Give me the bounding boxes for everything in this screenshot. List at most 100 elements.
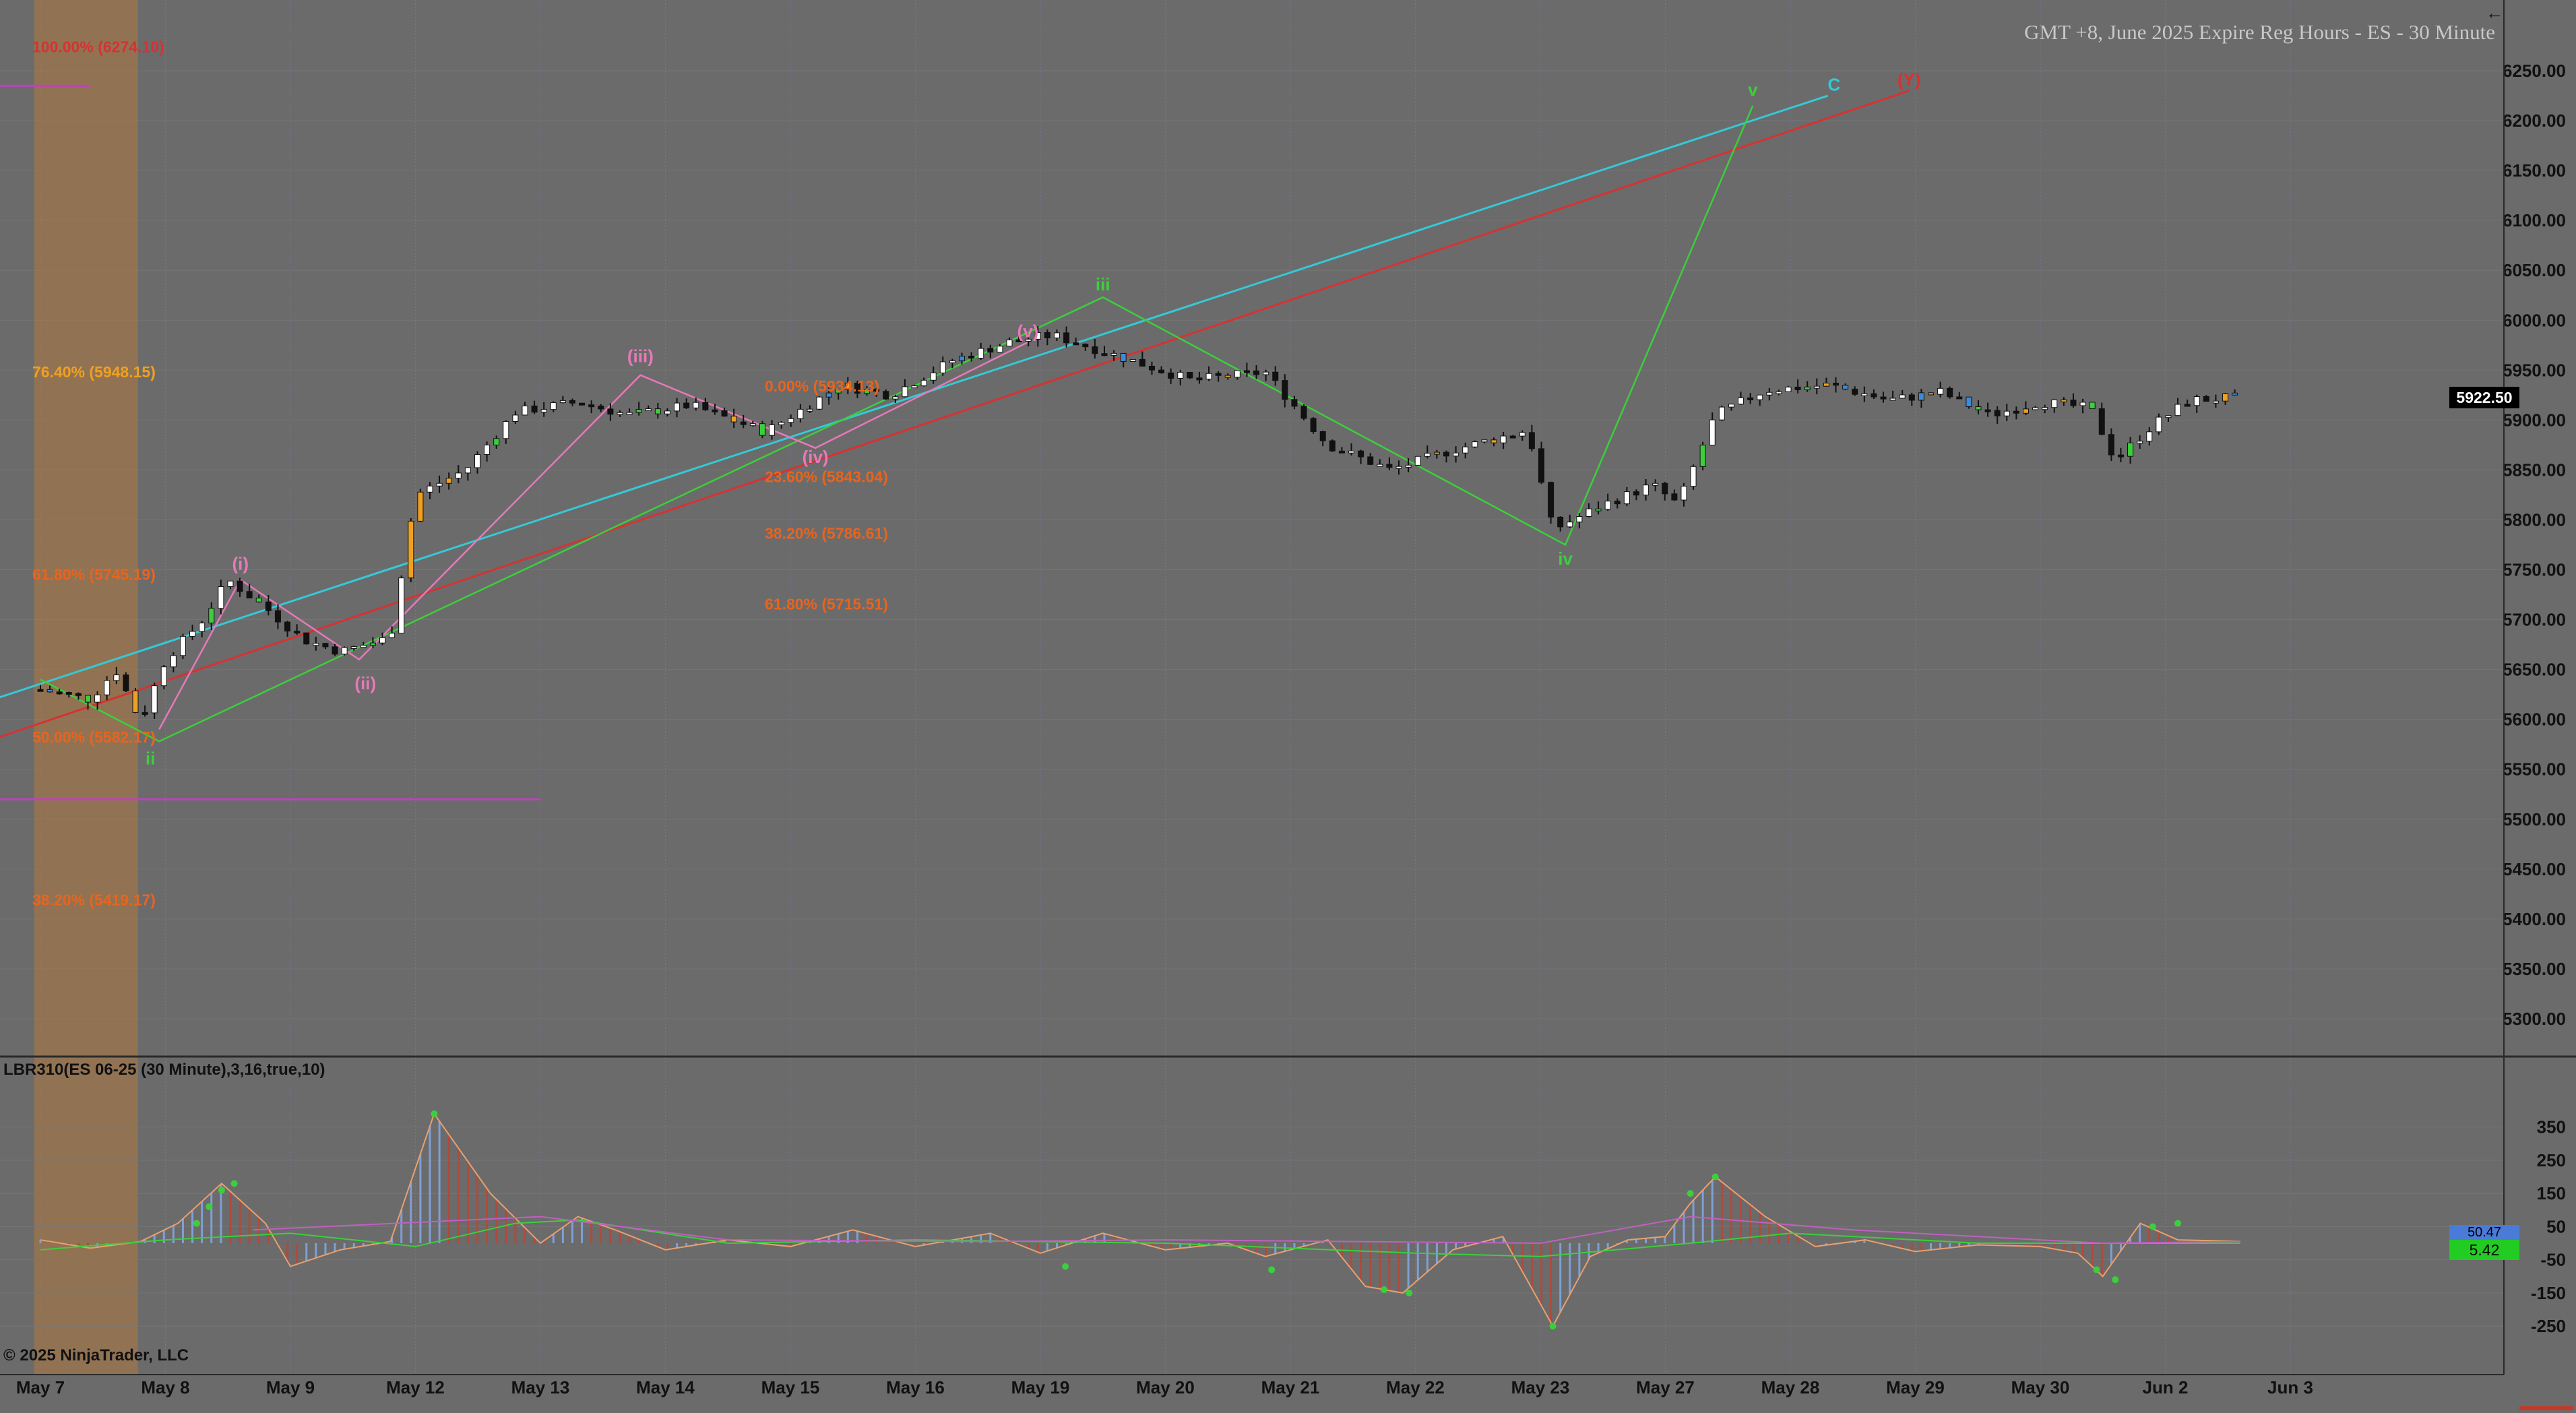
candle-body — [588, 404, 595, 408]
candle-body — [531, 405, 538, 413]
candle-body — [1643, 484, 1650, 496]
price-tick-label: 6200.00 — [2503, 111, 2566, 131]
candle-body — [84, 695, 91, 703]
candle-body — [1310, 418, 1317, 432]
time-tick-label: May 7 — [16, 1377, 65, 1398]
indicator-label[interactable]: LBR310(ES 06-25 (30 Minute),3,16,true,10… — [3, 1061, 325, 1079]
wave-label: (i) — [232, 554, 249, 574]
candle-body — [1433, 451, 1440, 455]
candle-body — [1243, 370, 1250, 373]
candle-body — [569, 400, 575, 404]
candle-body — [1272, 371, 1279, 381]
extreme-dot — [1062, 1263, 1069, 1270]
candle-body — [617, 412, 623, 415]
red-trend-line — [0, 90, 1910, 739]
candle-body — [218, 586, 224, 609]
extreme-dot — [2112, 1276, 2119, 1284]
fibonacci-label: 38.20% (5786.61) — [765, 524, 888, 542]
wave-label: (iv) — [803, 447, 829, 467]
candle-body — [1889, 398, 1896, 401]
candle-body — [749, 423, 756, 427]
candle-body — [369, 642, 376, 646]
oscillator-grid — [0, 1127, 2504, 1327]
candle-body — [1928, 392, 1935, 396]
candle-body — [1614, 501, 1621, 505]
candle-body — [2156, 416, 2162, 433]
candle-body — [227, 580, 234, 588]
osc-tick-label: -250 — [2531, 1316, 2566, 1336]
time-tick-label: May 9 — [266, 1377, 315, 1398]
candle-body — [303, 632, 310, 645]
price-tick-label: 6050.00 — [2503, 260, 2566, 280]
candle-body — [1414, 456, 1421, 466]
candle-body — [2212, 400, 2219, 404]
osc-tick-label: -50 — [2540, 1250, 2566, 1270]
time-tick-label: May 8 — [141, 1377, 189, 1398]
price-tick-label: 5700.00 — [2503, 610, 2566, 630]
oscillator-histogram — [39, 1110, 2240, 1330]
price-candles — [37, 326, 2238, 719]
oscillator-axis[interactable]: -250 -150 -50 50 150 250 350 — [0, 1057, 2566, 1375]
candle-body — [835, 389, 842, 394]
candle-body — [987, 348, 994, 353]
candle-body — [864, 388, 871, 394]
candle-body — [1880, 396, 1887, 400]
candle-body — [389, 633, 396, 638]
candle-body — [1861, 393, 1868, 396]
fibonacci-labels: 100.00% (6274.10) 76.40% (5948.15) 61.80% … — [32, 38, 888, 908]
candle-body — [1671, 493, 1678, 501]
trend-lines[interactable] — [0, 90, 1910, 745]
candle-body — [1129, 358, 1136, 362]
candle-body — [427, 485, 433, 493]
wave-label: (v) — [1017, 321, 1039, 341]
candle-body — [2137, 441, 2143, 444]
candle-body — [1481, 439, 1488, 443]
candle-body — [978, 348, 984, 359]
time-tick-label: May 20 — [1136, 1377, 1195, 1398]
extreme-dot — [2149, 1223, 2156, 1230]
candle-body — [1395, 466, 1402, 469]
price-axis[interactable]: 5300.00 5350.00 5400.00 5450.00 5500.00 5550.… — [2503, 0, 2566, 1057]
wave-label: C — [1828, 75, 1841, 95]
back-arrow-icon[interactable]: ← — [2486, 3, 2503, 23]
fibonacci-label: 50.00% (5582.17) — [32, 728, 156, 746]
candle-body — [997, 346, 1003, 353]
candle-body — [170, 655, 177, 668]
candle-body — [1300, 406, 1307, 419]
price-tick-label: 5850.00 — [2503, 460, 2566, 480]
time-axis[interactable]: May 7 May 8 May 9 May 12 May 13 May 14 May 15 M… — [16, 1377, 2313, 1398]
price-tick-label: 6150.00 — [2503, 160, 2566, 181]
price-tick-label: 6100.00 — [2503, 210, 2566, 230]
extreme-dot — [1268, 1266, 1276, 1274]
signal-line — [40, 1219, 2240, 1257]
oscillator-value-tag: 5.42 — [2449, 1240, 2519, 1260]
candle-body — [2146, 431, 2153, 442]
elliott-wave-paths[interactable] — [40, 105, 1754, 743]
osc-tick-label: 150 — [2537, 1183, 2566, 1203]
candle-body — [322, 643, 329, 648]
candle-body — [1680, 486, 1687, 501]
candle-body — [2165, 415, 2172, 418]
candle-body — [474, 454, 481, 468]
candle-body — [237, 580, 243, 592]
candle-body — [2203, 396, 2209, 402]
candle-body — [559, 400, 566, 404]
candle-body — [1348, 450, 1355, 453]
candle-body — [1623, 491, 1630, 505]
candle-body — [160, 666, 167, 687]
candle-body — [1871, 393, 1877, 398]
candle-body — [1120, 352, 1127, 362]
candle-body — [1804, 386, 1811, 390]
wave-label: (Y) — [1897, 69, 1921, 90]
candle-body — [1984, 409, 1991, 412]
candle-body — [1766, 391, 1773, 396]
extreme-dot — [1406, 1289, 1413, 1296]
candle-body — [854, 383, 860, 394]
chart-title: GMT +8, June 2025 Expire Reg Hours - ES … — [2024, 20, 2495, 44]
time-tick-label: Jun 2 — [2143, 1377, 2189, 1398]
extreme-dot — [431, 1110, 438, 1117]
candle-body — [598, 406, 604, 410]
candle-body — [1291, 399, 1298, 407]
candle-body — [2070, 400, 2077, 406]
